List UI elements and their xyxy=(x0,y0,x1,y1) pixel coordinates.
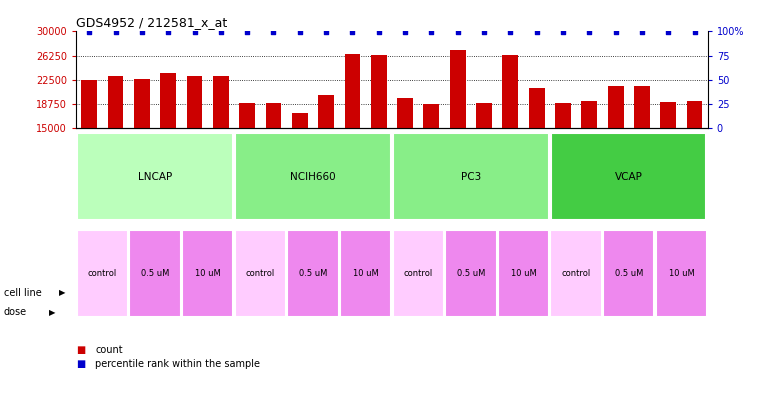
Bar xyxy=(450,50,466,129)
Text: LNCAP: LNCAP xyxy=(138,172,172,182)
Point xyxy=(425,29,438,35)
Bar xyxy=(234,230,286,318)
Text: control: control xyxy=(88,269,117,278)
Bar xyxy=(550,230,602,318)
Text: 0.5 uM: 0.5 uM xyxy=(615,269,643,278)
Text: percentile rank within the sample: percentile rank within the sample xyxy=(95,358,260,369)
Text: 10 uM: 10 uM xyxy=(511,269,537,278)
Point xyxy=(399,29,411,35)
Text: PC3: PC3 xyxy=(460,172,481,182)
Bar xyxy=(266,103,282,129)
Point xyxy=(505,29,517,35)
Bar xyxy=(108,76,123,129)
Bar xyxy=(318,95,334,129)
Bar xyxy=(287,230,339,318)
Point xyxy=(83,29,95,35)
Bar xyxy=(393,230,444,318)
Point xyxy=(662,29,674,35)
Point xyxy=(241,29,253,35)
Bar xyxy=(502,55,518,129)
Text: 10 uM: 10 uM xyxy=(352,269,378,278)
Text: cell line: cell line xyxy=(4,288,42,298)
Bar xyxy=(661,102,677,129)
Bar xyxy=(634,86,650,129)
Bar xyxy=(81,80,97,129)
Text: ■: ■ xyxy=(76,345,85,355)
Point xyxy=(294,29,306,35)
Point xyxy=(373,29,385,35)
Point xyxy=(346,29,358,35)
Point xyxy=(110,29,122,35)
Bar xyxy=(182,230,234,318)
Bar xyxy=(608,86,623,129)
Point xyxy=(135,29,148,35)
Bar xyxy=(423,104,439,129)
Bar xyxy=(498,230,549,318)
Text: 0.5 uM: 0.5 uM xyxy=(141,269,169,278)
Bar xyxy=(397,98,413,129)
Bar xyxy=(235,133,390,220)
Point xyxy=(583,29,595,35)
Point xyxy=(189,29,201,35)
Bar xyxy=(129,230,181,318)
Bar xyxy=(292,113,307,129)
Point xyxy=(636,29,648,35)
Text: 10 uM: 10 uM xyxy=(195,269,221,278)
Point xyxy=(557,29,569,35)
Bar xyxy=(340,230,391,318)
Text: 10 uM: 10 uM xyxy=(668,269,694,278)
Point xyxy=(215,29,227,35)
Bar xyxy=(213,76,229,129)
Text: count: count xyxy=(95,345,123,355)
Point xyxy=(478,29,490,35)
Point xyxy=(689,29,701,35)
Point xyxy=(320,29,333,35)
Bar xyxy=(134,79,150,129)
Bar xyxy=(371,55,387,129)
Bar xyxy=(186,76,202,129)
Bar xyxy=(476,103,492,129)
Point xyxy=(162,29,174,35)
Bar xyxy=(393,133,549,220)
Bar xyxy=(345,54,361,129)
Bar xyxy=(555,103,571,129)
Bar xyxy=(77,230,128,318)
Bar xyxy=(656,230,707,318)
Bar xyxy=(686,101,702,129)
Text: dose: dose xyxy=(4,307,27,318)
Point xyxy=(267,29,279,35)
Text: 0.5 uM: 0.5 uM xyxy=(299,269,327,278)
Text: ▶: ▶ xyxy=(49,308,56,317)
Text: GDS4952 / 212581_x_at: GDS4952 / 212581_x_at xyxy=(76,16,228,29)
Bar xyxy=(551,133,706,220)
Point xyxy=(451,29,463,35)
Text: VCAP: VCAP xyxy=(615,172,643,182)
Text: 0.5 uM: 0.5 uM xyxy=(457,269,485,278)
Bar xyxy=(78,133,233,220)
Text: ▶: ▶ xyxy=(59,288,66,297)
Text: ■: ■ xyxy=(76,358,85,369)
Bar xyxy=(161,73,176,129)
Bar xyxy=(239,103,255,129)
Bar xyxy=(603,230,654,318)
Bar xyxy=(581,101,597,129)
Text: control: control xyxy=(403,269,433,278)
Text: NCIH660: NCIH660 xyxy=(290,172,336,182)
Text: control: control xyxy=(562,269,591,278)
Bar xyxy=(445,230,497,318)
Point xyxy=(530,29,543,35)
Point xyxy=(610,29,622,35)
Bar xyxy=(529,88,545,129)
Text: control: control xyxy=(246,269,275,278)
